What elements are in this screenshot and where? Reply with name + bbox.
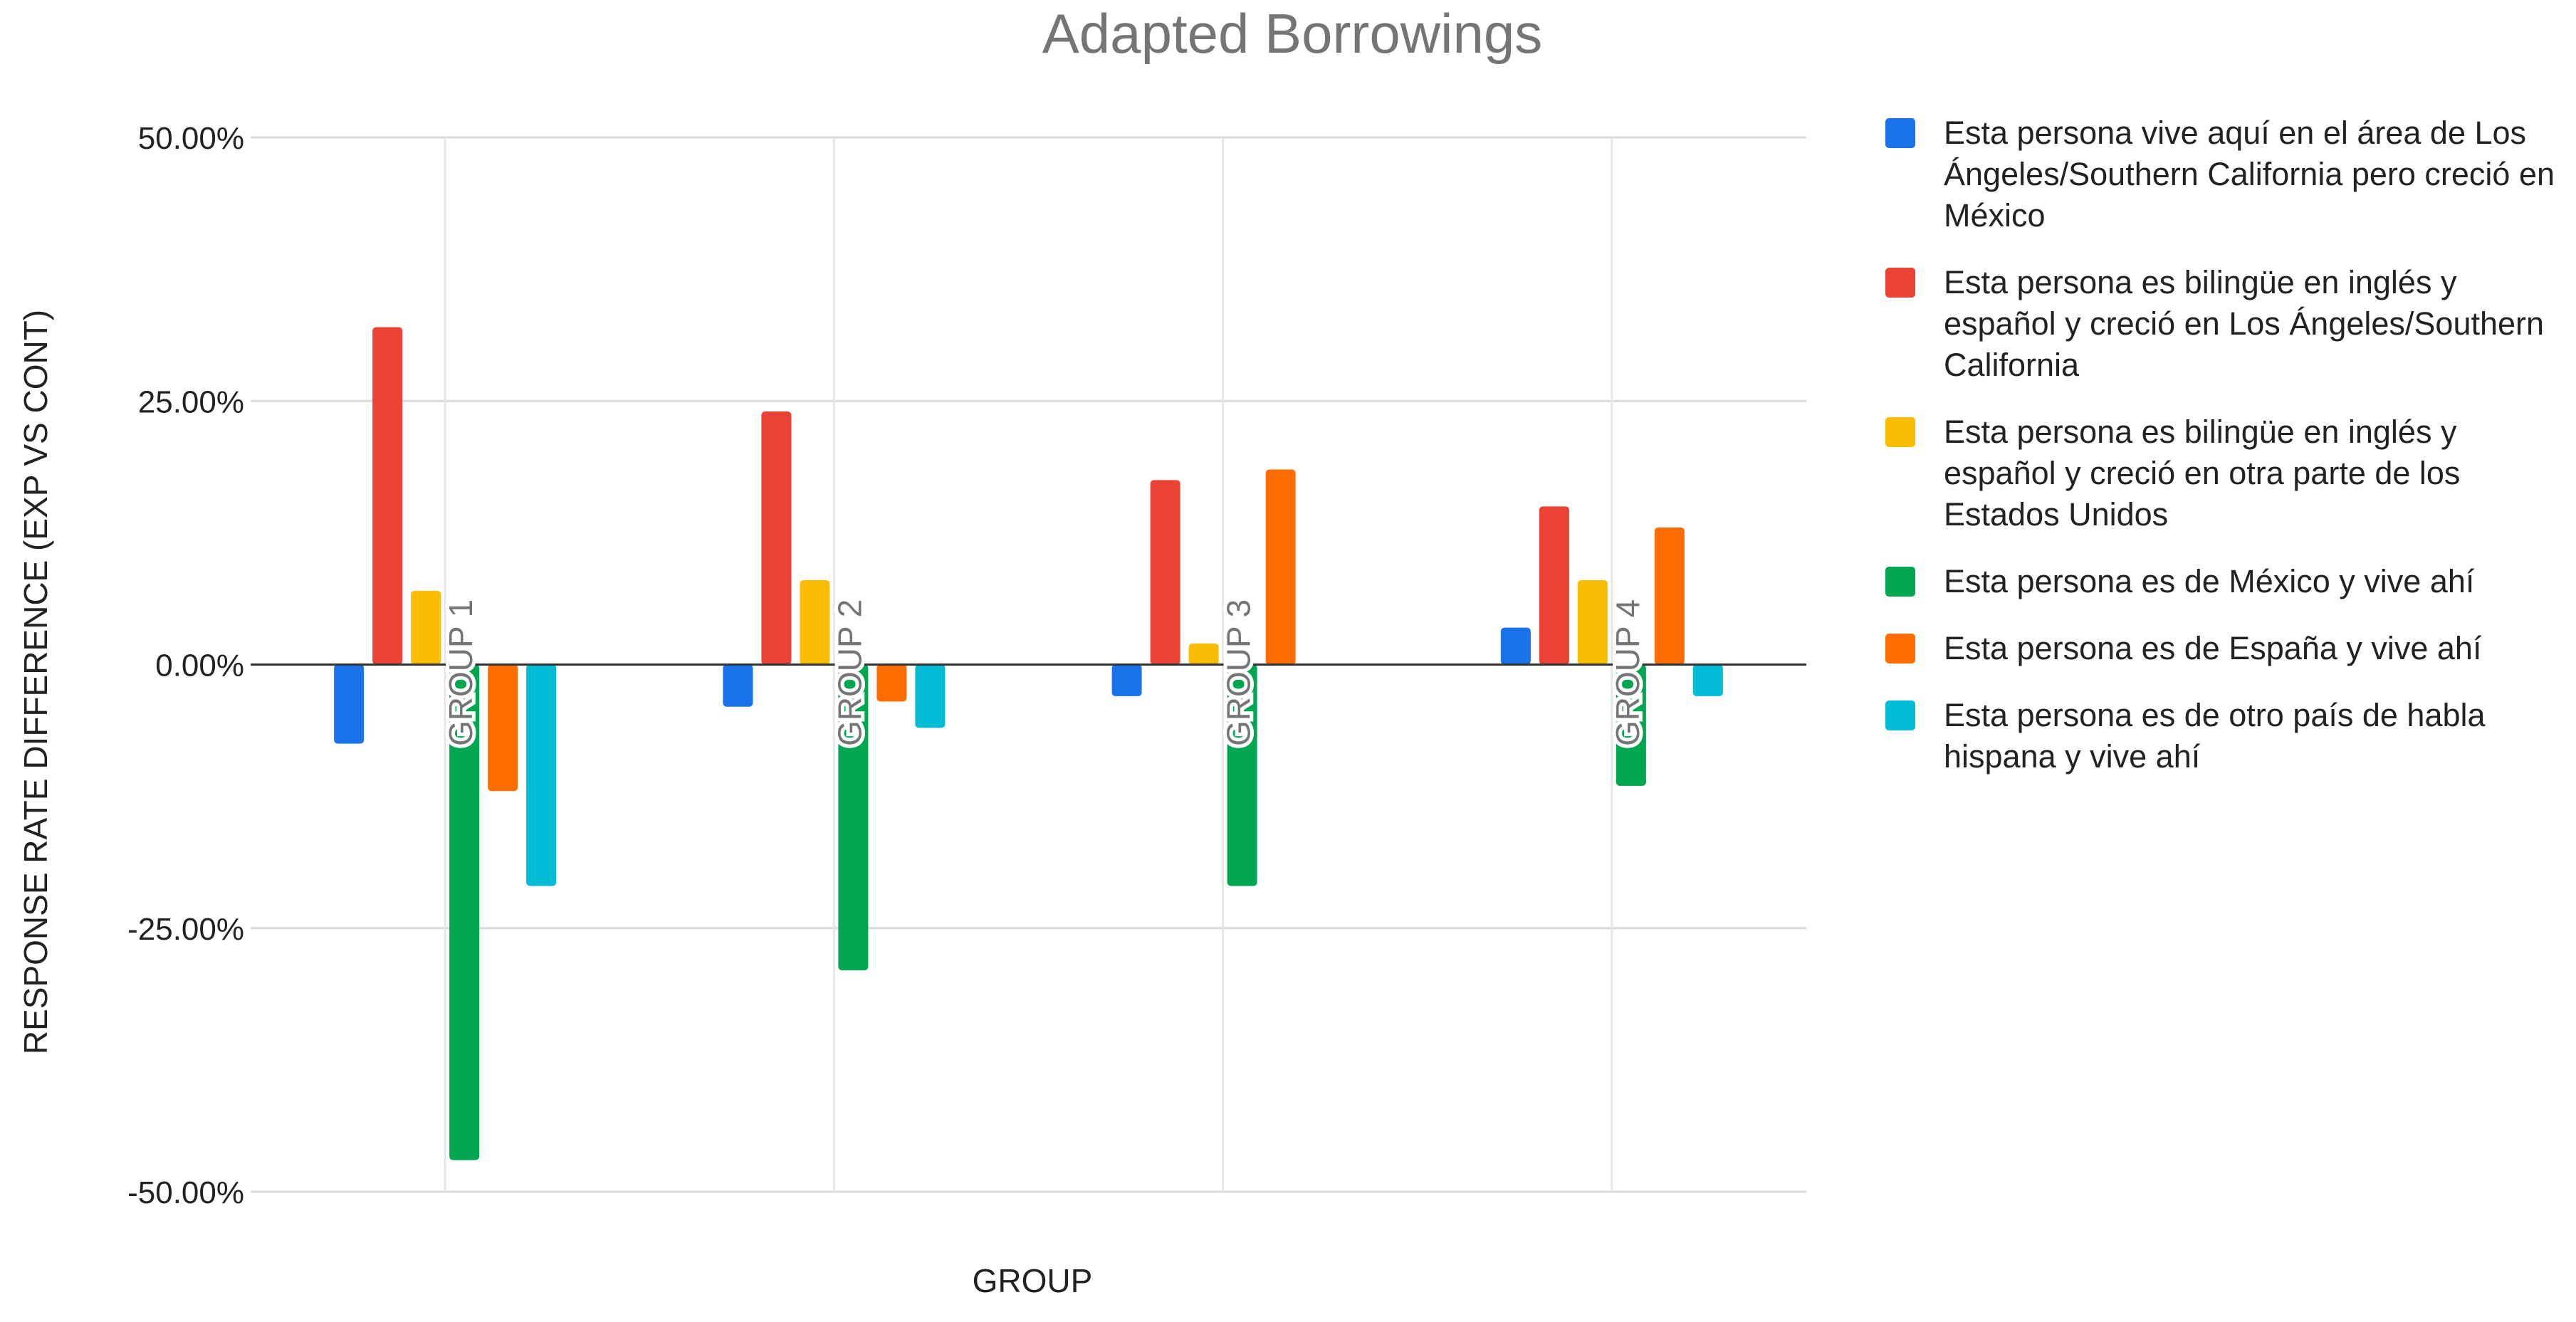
- bar: [1227, 664, 1257, 886]
- legend-swatch: [1885, 701, 1915, 730]
- bar: [1577, 580, 1608, 665]
- y-tick-label: 50.00%: [138, 121, 244, 156]
- bar: [1188, 643, 1219, 665]
- bar: [488, 664, 518, 792]
- bar: [1539, 506, 1569, 665]
- legend-item[interactable]: Esta persona es de otro país de habla hi…: [1885, 695, 2569, 777]
- legend-label: Esta persona vive aquí en el área de Los…: [1944, 115, 2555, 234]
- bar: [1150, 480, 1180, 665]
- bar: [1692, 664, 1723, 696]
- x-tick-label: GROUP 3: [1220, 599, 1257, 746]
- legend-label: Esta persona es bilingüe en inglés y esp…: [1944, 414, 2461, 533]
- bar: [1111, 664, 1142, 696]
- x-tick-label: GROUP 1: [442, 599, 479, 746]
- bar: [411, 590, 441, 665]
- bar: [1500, 627, 1531, 665]
- legend-label: Esta persona es de México y vive ahí: [1944, 563, 2475, 599]
- legend-item[interactable]: Esta persona es de España y vive ahí: [1885, 628, 2569, 669]
- bar: [526, 664, 557, 886]
- bar: [334, 664, 365, 744]
- y-tick-label: -25.00%: [127, 912, 244, 947]
- legend-swatch: [1885, 268, 1915, 298]
- bar: [915, 664, 946, 728]
- x-tick-label: GROUP 4: [1609, 599, 1646, 746]
- bar: [800, 580, 830, 665]
- chart-title: Adapted Borrowings: [1042, 2, 1543, 65]
- bar: [1616, 664, 1646, 786]
- bar: [1265, 469, 1296, 665]
- x-tick-label: GROUP 2: [831, 599, 868, 746]
- legend-swatch: [1885, 118, 1915, 148]
- bar: [1654, 527, 1685, 665]
- bar: [723, 664, 753, 707]
- legend-label: Esta persona es de España y vive ahí: [1944, 630, 2482, 666]
- legend-swatch: [1885, 417, 1915, 447]
- y-tick-label: 0.00%: [155, 649, 244, 683]
- y-tick-label: 25.00%: [138, 384, 244, 419]
- legend-item[interactable]: Esta persona es bilingüe en inglés y esp…: [1885, 411, 2569, 535]
- x-axis-title: GROUP: [972, 1262, 1093, 1299]
- legend-item[interactable]: Esta persona es de México y vive ahí: [1885, 561, 2569, 602]
- legend-swatch: [1885, 567, 1915, 597]
- bar: [449, 664, 480, 1160]
- legend-item[interactable]: Esta persona vive aquí en el área de Los…: [1885, 112, 2569, 236]
- legend: Esta persona vive aquí en el área de Los…: [1885, 112, 2569, 803]
- legend-label: Esta persona es bilingüe en inglés y esp…: [1944, 264, 2545, 383]
- bar: [761, 411, 792, 665]
- bar: [372, 327, 403, 665]
- bar: [876, 664, 907, 702]
- legend-item[interactable]: Esta persona es bilingüe en inglés y esp…: [1885, 262, 2569, 386]
- legend-swatch: [1885, 634, 1915, 663]
- y-tick-label: -50.00%: [127, 1175, 244, 1210]
- legend-label: Esta persona es de otro país de habla hi…: [1944, 697, 2486, 775]
- bar: [838, 664, 869, 970]
